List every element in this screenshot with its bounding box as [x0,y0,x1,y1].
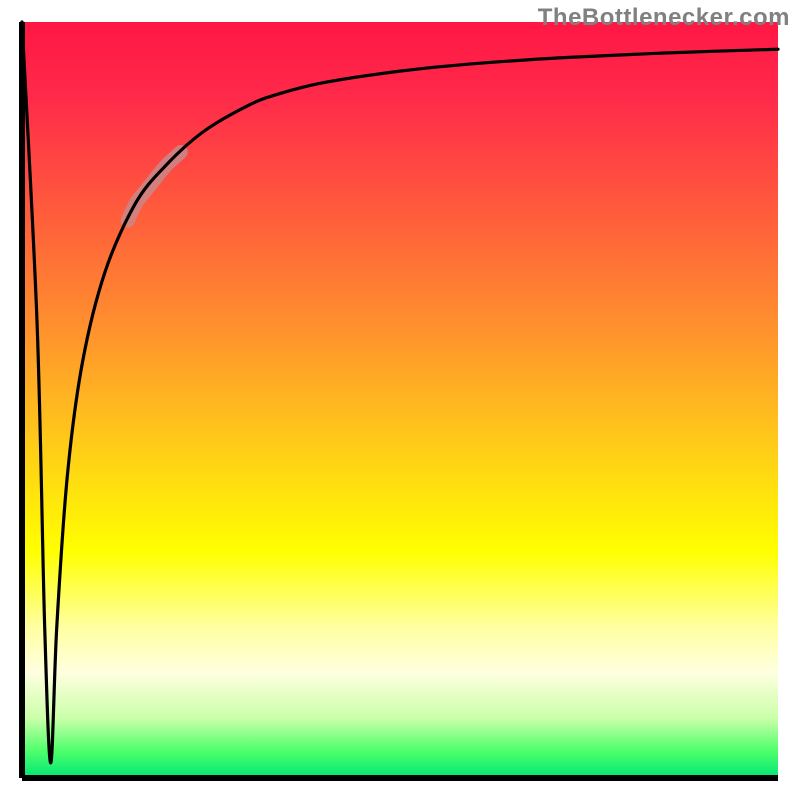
bottleneck-chart: TheBottlenecker.com [0,0,800,800]
watermark-text: TheBottlenecker.com [538,4,790,32]
plot-background [22,22,778,778]
chart-svg [0,0,800,800]
